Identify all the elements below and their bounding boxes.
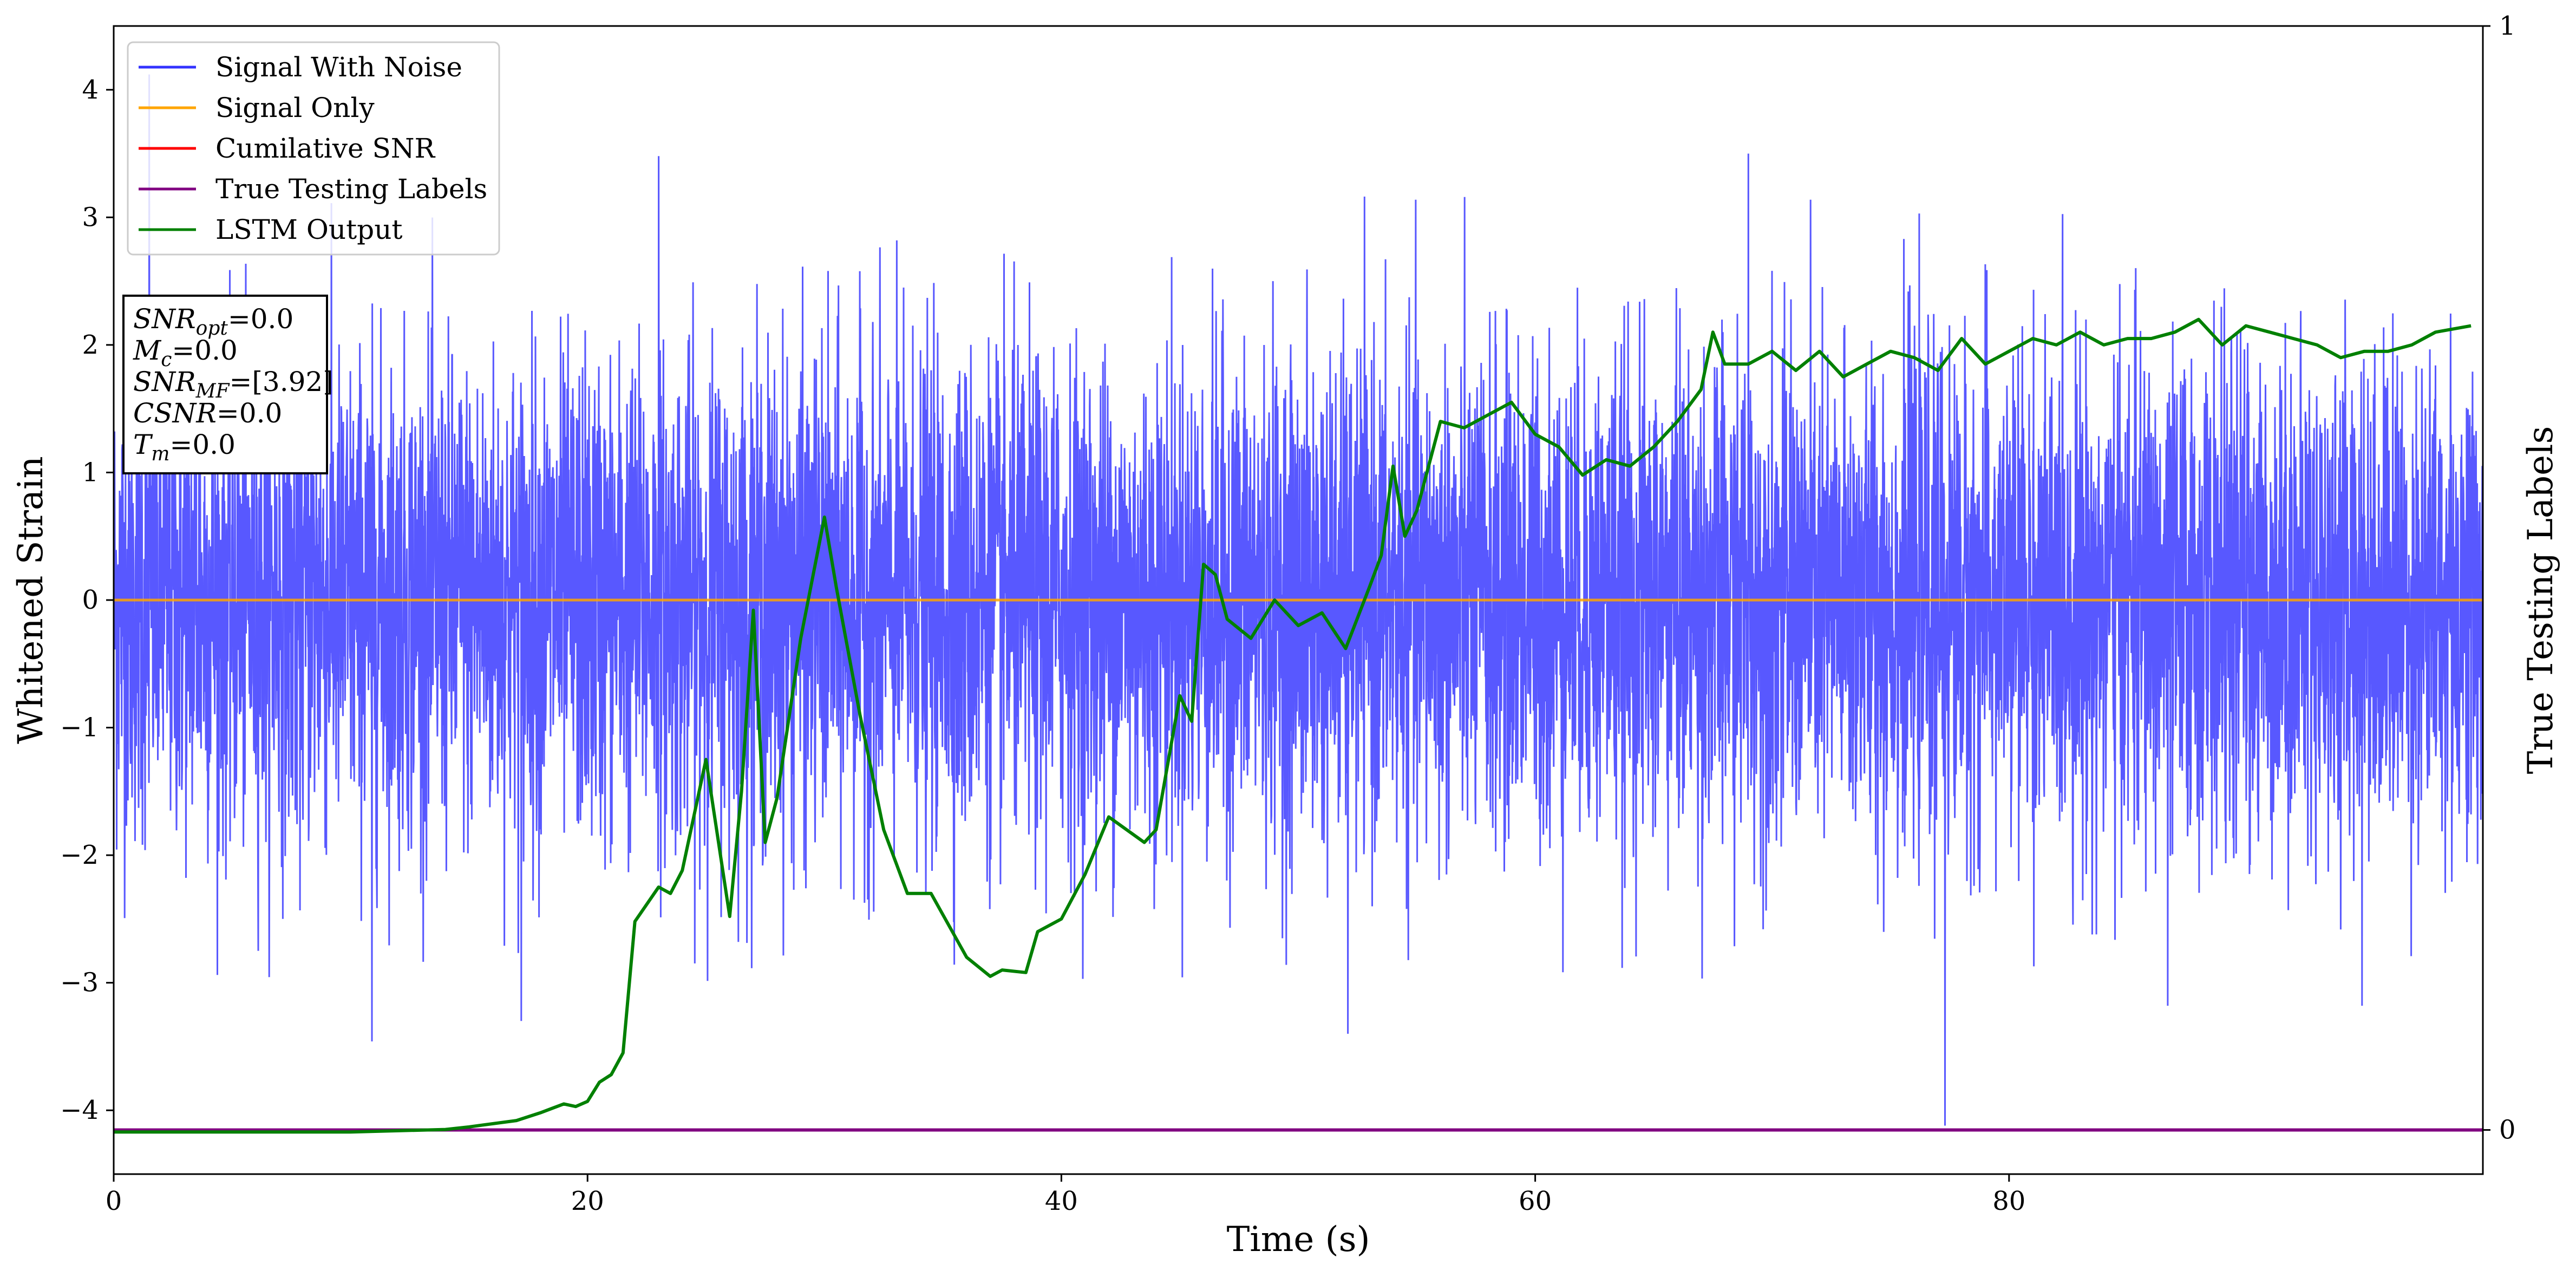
x-tick-label: 0 <box>106 1186 122 1216</box>
y-tick-label: 0 <box>82 585 99 615</box>
y-tick-label: −1 <box>60 713 99 743</box>
legend-frame <box>127 41 500 256</box>
y-tick-label: −2 <box>60 840 99 870</box>
y-axis-title: Whitened Strain <box>11 456 51 744</box>
info-box: SNRopt=0.0Mc=0.0SNRMF=[3.92]CSNR=0.0Tm=0… <box>122 295 334 474</box>
info-box-line: Tm=0.0 <box>133 429 236 465</box>
y-tick-label: −3 <box>60 968 99 998</box>
info-box-line: SNRopt=0.0 <box>133 303 293 340</box>
legend-label: LSTM Output <box>215 214 402 245</box>
x-tick-label: 40 <box>1045 1186 1078 1216</box>
plot-area <box>114 74 2483 1134</box>
legend-label: Cumilative SNR <box>215 133 435 164</box>
x-tick-label: 80 <box>1992 1186 2025 1216</box>
series-lstm-output <box>114 317 2472 1134</box>
legend-label: Signal With Noise <box>215 51 462 83</box>
legend-label: Signal Only <box>215 92 375 123</box>
y-tick-label: 3 <box>82 202 99 232</box>
y2-axis-title: True Testing Labels <box>2521 426 2561 774</box>
info-box-line: CSNR=0.0 <box>133 398 282 429</box>
series-signal-with-noise <box>114 74 2483 1126</box>
y2-tick-label: 1 <box>2499 11 2516 41</box>
x-tick-label: 60 <box>1519 1186 1552 1216</box>
legend-label: True Testing Labels <box>215 173 487 205</box>
y-tick-label: 2 <box>82 330 99 360</box>
info-box-line: Mc=0.0 <box>133 335 238 371</box>
y-tick-label: 1 <box>82 457 99 487</box>
y2-tick-label: 0 <box>2499 1115 2516 1145</box>
legend: Signal With Noise Signal Only Cumilative S… <box>127 41 500 256</box>
x-tick-label: 20 <box>571 1186 604 1216</box>
x-axis-title: Time (s) <box>1227 1220 1370 1260</box>
y-tick-label: −4 <box>60 1095 99 1125</box>
y-tick-label: 4 <box>82 75 99 105</box>
info-box-frame <box>122 295 328 474</box>
info-box-line: SNRMF=[3.92] <box>133 366 334 402</box>
